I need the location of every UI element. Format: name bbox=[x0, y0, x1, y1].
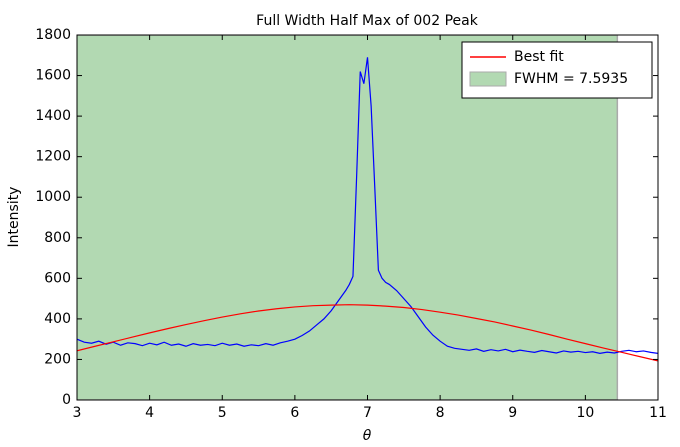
x-tick-label: 8 bbox=[436, 405, 445, 421]
legend-swatch bbox=[469, 71, 507, 87]
x-tick-label: 7 bbox=[363, 405, 372, 421]
y-tick-label: 400 bbox=[44, 311, 71, 327]
y-axis-label: Intensity bbox=[6, 187, 22, 248]
y-tick-label: 1000 bbox=[35, 189, 71, 205]
y-tick-label: 1800 bbox=[35, 27, 71, 43]
x-tick-label: 5 bbox=[218, 405, 227, 421]
axes: 3 4 5 6 7 8 9 10 11 0 200 400 600 800 1000 1200 1400 1600… bbox=[35, 27, 667, 421]
data-line bbox=[77, 304, 658, 362]
y-tick-label: 1600 bbox=[35, 68, 71, 84]
x-tick-label: 10 bbox=[576, 405, 594, 421]
chart-title: Full Width Half Max of 002 Peak bbox=[256, 13, 479, 29]
legend-box bbox=[461, 41, 653, 99]
y-tick-label: 800 bbox=[44, 230, 71, 246]
x-axis-label: θ bbox=[363, 428, 372, 443]
y-tick-label: 0 bbox=[62, 392, 71, 408]
x-tick-label: 4 bbox=[145, 405, 154, 421]
legend-label: FWHM = 7.5935 bbox=[514, 71, 628, 87]
x-tick-label: 9 bbox=[508, 405, 517, 421]
x-tick-label: 11 bbox=[649, 405, 667, 421]
x-tick-label: 6 bbox=[290, 405, 299, 421]
y-tick-label: 200 bbox=[44, 351, 71, 367]
y-tick-label: 600 bbox=[44, 270, 71, 286]
x-tick-label: 3 bbox=[73, 405, 82, 421]
legend-label: Best fit bbox=[514, 49, 564, 65]
y-tick-label: 1200 bbox=[35, 149, 71, 165]
data-line bbox=[77, 57, 658, 354]
y-tick-label: 1400 bbox=[35, 108, 71, 124]
legend: Best fit FWHM = 7.5935 bbox=[461, 41, 653, 99]
